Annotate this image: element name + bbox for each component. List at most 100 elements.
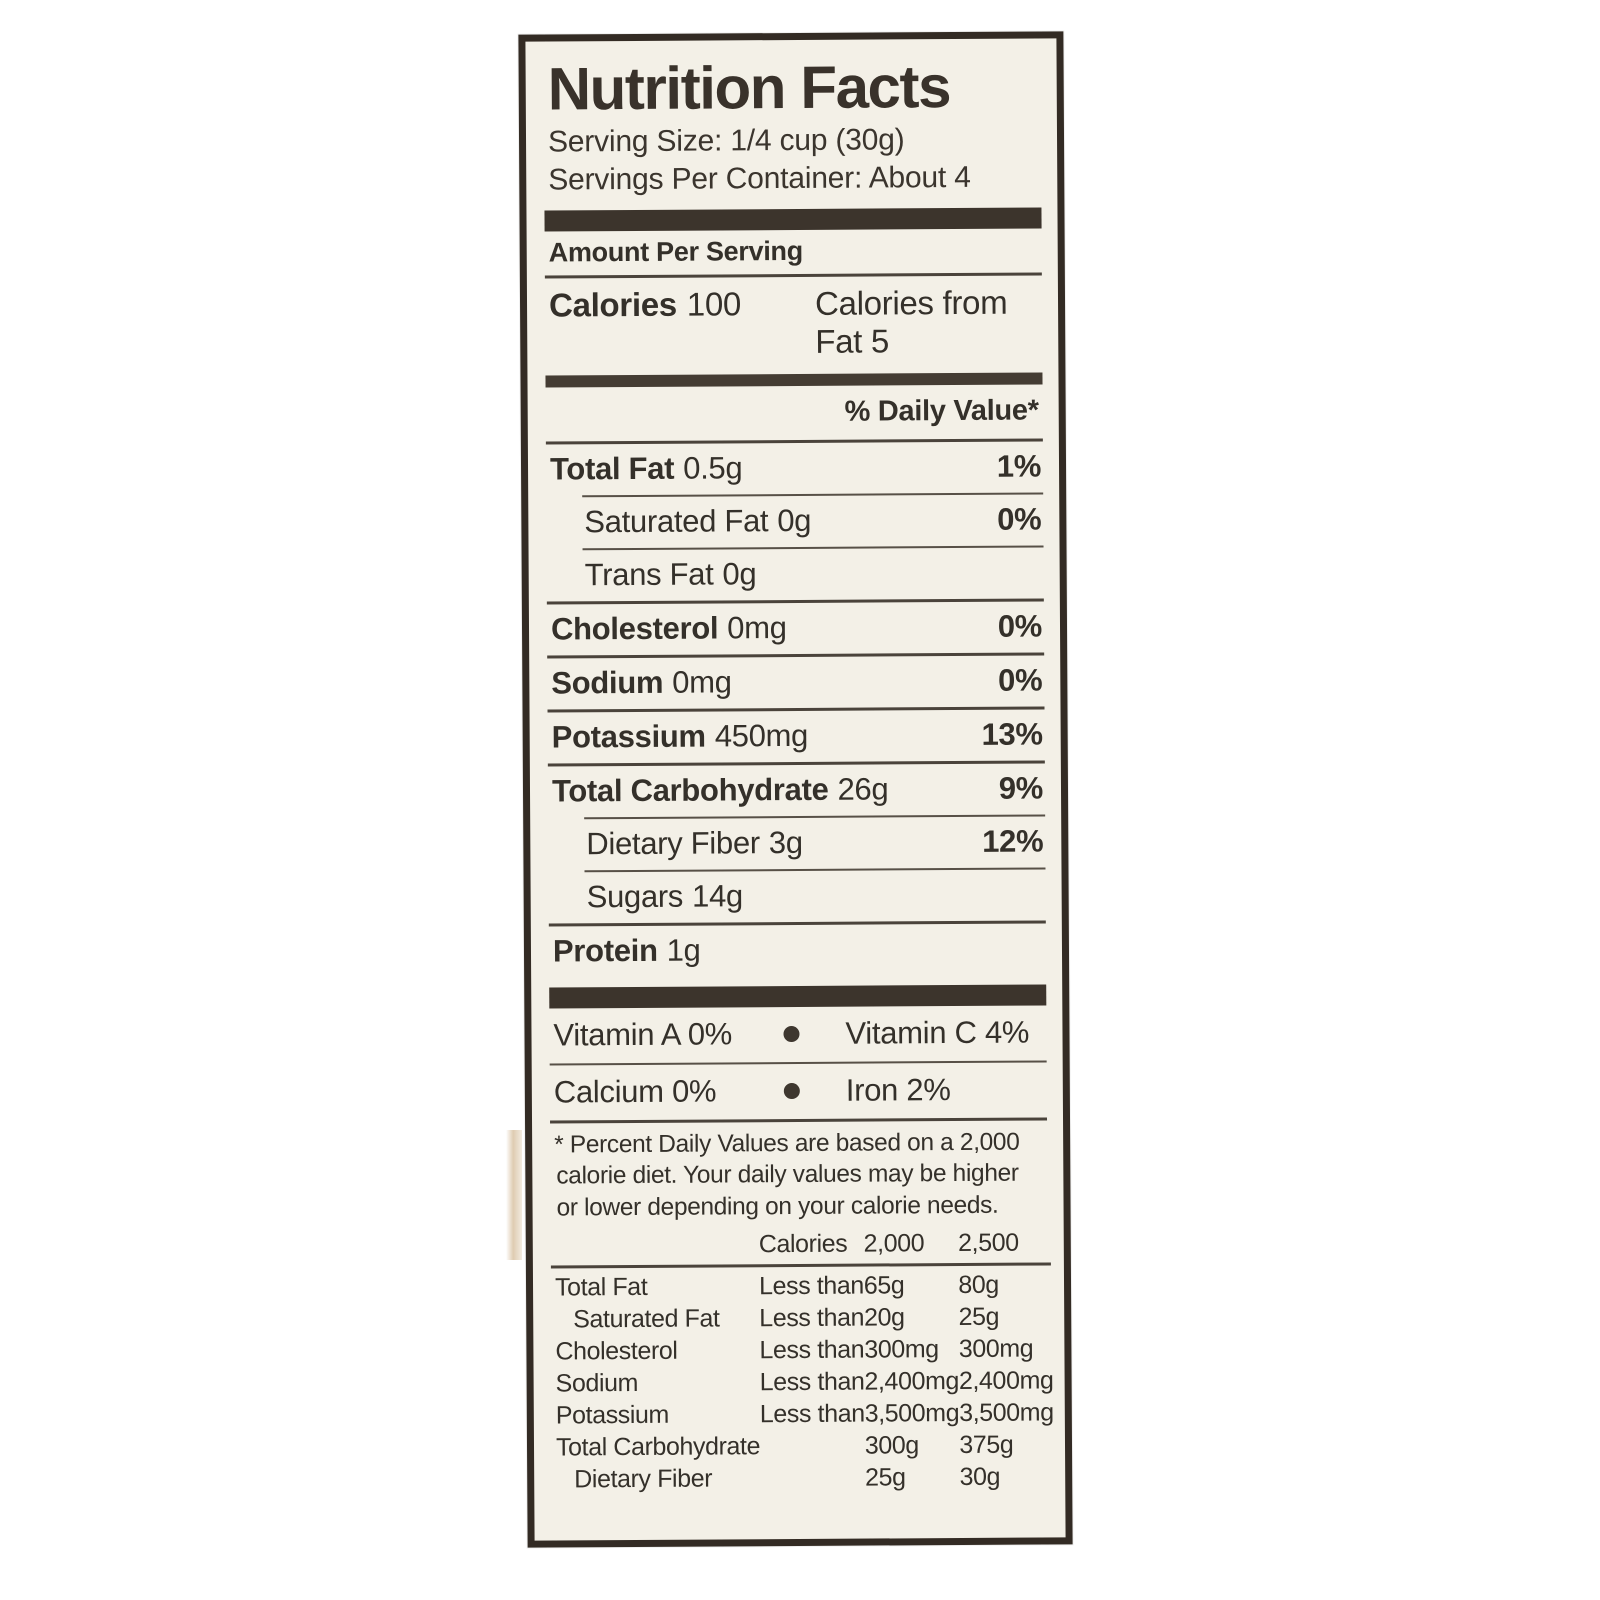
nutrient-name-amount: Total Fat 0.5g [550,450,743,487]
calories-from-fat: Calories from Fat 5 [814,283,1008,360]
nutrient-daily-value: 0% [997,501,1042,537]
dv-row-2500: 375g [959,1430,1014,1459]
footnote-line-1: * Percent Daily Values are based on a 2,… [554,1128,1020,1159]
dv-row-2000: 20g [863,1302,905,1332]
nutrient-amount: 450mg [714,717,809,754]
vitamin-left-value: Vitamin A 0% [553,1016,733,1053]
package-edge-smudge [506,1130,522,1260]
nutrient-amount: 0g [777,502,812,538]
nutrition-facts-inner: Nutrition Facts Serving Size: 1/4 cup (3… [525,38,1065,1540]
dv-table-divider-line [550,1262,1051,1269]
nutrient-daily-value: 9% [998,770,1044,806]
nutrient-name-amount: Sodium 0mg [551,664,731,701]
nutrient-name: Saturated Fat [584,502,769,540]
dv-row-2000: 65g [863,1270,905,1300]
nutrient-row: Trans Fat 0g [545,547,1046,601]
nutrient-name-amount: Trans Fat 0g [585,556,757,593]
daily-values-reference-table: Calories 2,000 2,500 Total Fat Less than 65g 8… [549,1227,1054,1496]
dv-table-header-name [549,1229,759,1263]
dv-table-header-calories: Calories [758,1229,848,1258]
nutrient-daily-value: 0% [997,608,1043,644]
nutrient-name: Sodium [551,664,664,701]
dv-table-header-row: Calories 2,000 2,500 [549,1227,1053,1263]
dv-row-less-than: Less than [759,1367,865,1396]
dv-row-2500: 30g [959,1462,1001,1491]
dv-row-2500: 300mg [958,1334,1034,1363]
dv-row-2000: 300mg [864,1334,939,1364]
dv-row-2500: 3,500mg [959,1397,1054,1427]
divider-thick-top [544,207,1042,232]
calories-label: Calories [548,285,677,324]
nutrient-name: Protein [552,932,658,969]
nutrient-amount: 0mg [727,609,787,646]
dv-table-header-2000: 2,000 [863,1228,925,1258]
nutrient-amount: 26g [837,771,889,807]
nutrient-row: Total Carbohydrate 26g 9% [546,763,1047,817]
dv-row-name: Dietary Fiber [574,1464,713,1493]
nutrient-name-amount: Potassium 450mg [552,718,809,756]
nutrient-name-amount: Saturated Fat 0g [584,503,811,540]
servings-per-container-text: Servings Per Container: About 4 [548,161,971,197]
dv-row-name: Saturated Fat [573,1304,720,1333]
dv-row-less-than [760,1462,865,1495]
nutrient-name: Sugars [586,878,684,915]
bullet-separator-icon [783,1082,800,1099]
dv-table-row: Total Carbohydrate 300g 375g [550,1429,1054,1464]
nutrient-name: Total Fat [549,450,675,487]
dv-table-row: Sodium Less than 2,400mg 2,400mg [550,1365,1054,1400]
divider-thick-vitamins [549,984,1047,1009]
dv-row-2000: 3,500mg [864,1398,960,1428]
nutrient-name-amount: Protein 1g [553,932,701,969]
nutrient-row: Saturated Fat 0g 0% [544,494,1045,548]
nutrient-name-amount: Dietary Fiber 3g [586,825,803,862]
dv-row-less-than: Less than [759,1303,865,1332]
dv-table-row: Total Fat Less than 65g 80g [549,1269,1053,1304]
nutrition-facts-panel: Nutrition Facts Serving Size: 1/4 cup (3… [518,31,1073,1548]
vitamin-left-value: Calcium 0% [553,1073,717,1110]
footnote-block: * Percent Daily Values are based on a 2,… [548,1120,1050,1228]
nutrient-name: Potassium [551,718,706,755]
dv-table-header-2500: 2,500 [958,1228,1019,1257]
dv-row-less-than: Less than [759,1399,865,1428]
nutrient-amount: 0mg [672,664,732,700]
dv-row-less-than: Less than [758,1271,864,1300]
vitamin-right-value: Vitamin C 4% [845,1014,1030,1051]
nutrient-amount: 14g [691,878,744,914]
dv-row-name: Total Carbohydrate [555,1431,761,1462]
nutrient-name-amount: Total Carbohydrate 26g [552,771,889,809]
daily-value-header: % Daily Value* [844,394,1039,428]
nutrient-name-amount: Sugars 14g [587,878,743,915]
calories-row: Calories 100 Calories from Fat 5 [543,275,1045,371]
dv-table-row: Dietary Fiber 25g 30g [550,1461,1054,1496]
nutrient-row: Protein 1g [547,923,1048,977]
dv-row-2500: 80g [958,1270,999,1299]
dv-row-2000: 25g [864,1462,906,1492]
dv-table-row: Saturated Fat Less than 20g 25g [549,1301,1053,1336]
serving-size-text: Serving Size: 1/4 cup (30g) [547,123,905,159]
nutrient-daily-value: 0% [998,662,1043,698]
dv-row-2500: 2,400mg [958,1365,1054,1395]
nutrient-daily-value: 13% [981,716,1043,752]
nutrient-rows-container: Total Fat 0.5g 1% Saturated Fat 0g 0% Trans Fa… [544,441,1048,977]
vitamin-right-value: Iron 2% [845,1071,951,1108]
vitamin-row: Vitamin A 0% Vitamin C 4% [547,1005,1048,1063]
nutrient-daily-value: 1% [996,448,1042,484]
dv-row-name: Cholesterol [555,1336,678,1366]
nutrient-row: Dietary Fiber 3g 12% [546,816,1047,870]
nutrient-amount: 1g [666,932,701,968]
dv-row-less-than [760,1430,865,1463]
nutrient-amount: 0.5g [683,450,743,486]
nutrient-name: Trans Fat [584,556,714,593]
dv-table-row: Cholesterol Less than 300mg 300mg [549,1333,1053,1368]
vitamin-row: Calcium 0% Iron 2% [548,1062,1049,1120]
dv-row-name: Potassium [555,1400,670,1430]
dv-row-2000: 2,400mg [864,1366,960,1396]
nutrient-amount: 3g [768,824,803,860]
nutrient-daily-value: 12% [982,823,1044,859]
nutrient-row: Cholesterol 0mg 0% [545,601,1046,655]
page-title: Nutrition Facts [547,53,951,123]
dv-row-less-than: Less than [759,1335,865,1364]
nutrient-row: Potassium 450mg 13% [546,709,1047,763]
nutrient-name: Total Carbohydrate [551,771,829,809]
calories-value: 100 [686,285,742,323]
